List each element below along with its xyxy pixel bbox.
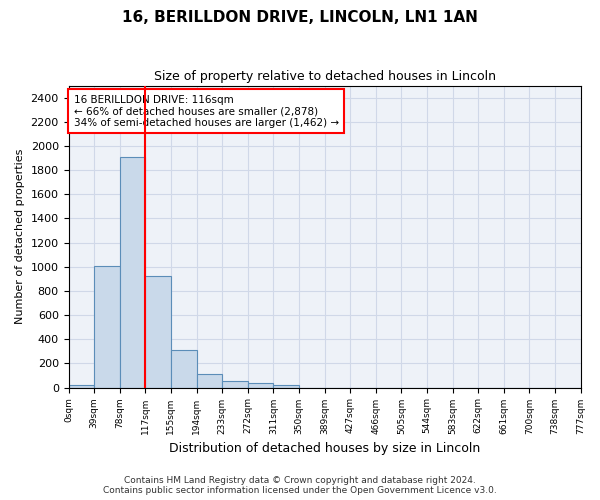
Bar (94, 266, 120, 388)
Text: 16 BERILLDON DRIVE: 116sqm
← 66% of detached houses are smaller (2,878)
34% of s: 16 BERILLDON DRIVE: 116sqm ← 66% of deta… (74, 94, 339, 128)
Bar (68, 385, 94, 388)
Title: Size of property relative to detached houses in Lincoln: Size of property relative to detached ho… (154, 70, 496, 83)
Text: Contains HM Land Registry data © Crown copyright and database right 2024.
Contai: Contains HM Land Registry data © Crown c… (103, 476, 497, 495)
Bar (248, 384, 274, 388)
Bar (197, 374, 222, 388)
Bar (222, 381, 248, 388)
Bar (171, 350, 197, 388)
Bar (120, 157, 145, 388)
Text: 16, BERILLDON DRIVE, LINCOLN, LN1 1AN: 16, BERILLDON DRIVE, LINCOLN, LN1 1AN (122, 10, 478, 25)
Bar (145, 276, 171, 388)
X-axis label: Distribution of detached houses by size in Lincoln: Distribution of detached houses by size … (169, 442, 480, 455)
Y-axis label: Number of detached properties: Number of detached properties (15, 149, 25, 324)
Bar (274, 385, 299, 388)
